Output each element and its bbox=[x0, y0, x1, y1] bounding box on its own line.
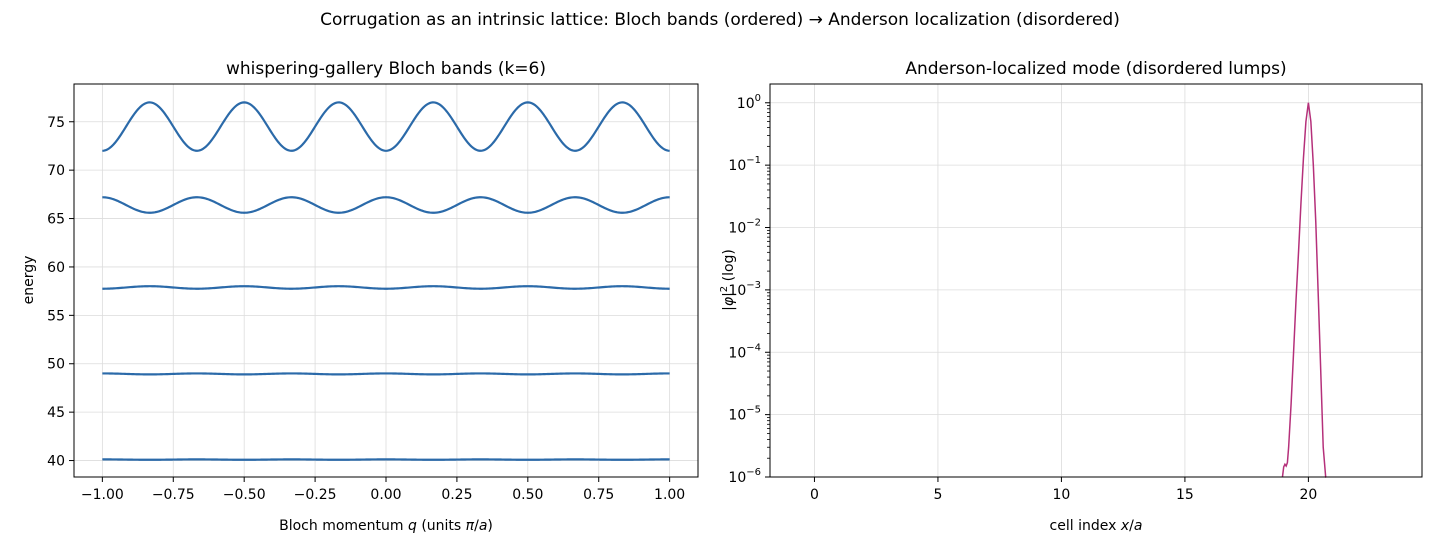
left-y-tick-label: 70 bbox=[47, 163, 65, 179]
right-y-tick-label: 10−2 bbox=[728, 218, 761, 237]
right-x-tick-label: 10 bbox=[1053, 487, 1071, 503]
left-y-tick-label: 45 bbox=[47, 405, 65, 421]
band-line-5 bbox=[102, 101, 670, 152]
right-y-tick-label: 10−3 bbox=[728, 280, 761, 299]
left-band-lines bbox=[102, 101, 670, 461]
right-mode-lines bbox=[1281, 102, 1327, 478]
left-x-tick-label: 0.25 bbox=[441, 487, 472, 503]
left-x-tick-label: 0.50 bbox=[512, 487, 543, 503]
left-x-tick-label: 0.75 bbox=[583, 487, 614, 503]
left-x-tick-label: −0.25 bbox=[294, 487, 337, 503]
right-x-tick-label: 20 bbox=[1299, 487, 1317, 503]
band-line-3 bbox=[102, 285, 670, 290]
right-panel-title: Anderson-localized mode (disordered lump… bbox=[905, 59, 1286, 79]
left-y-tick-label: 55 bbox=[47, 308, 65, 324]
right-y-tick-label: 10−1 bbox=[728, 155, 761, 174]
left-x-axis-label: Bloch momentum q (units π/a) bbox=[279, 518, 493, 534]
band-line-2 bbox=[102, 372, 670, 376]
left-y-tick-label: 40 bbox=[47, 454, 65, 470]
right-y-tick-label: 100 bbox=[737, 93, 761, 112]
left-y-tick-label: 50 bbox=[47, 357, 65, 373]
left-grid bbox=[74, 84, 698, 477]
anderson-mode-panel: Anderson-localized mode (disordered lump… bbox=[719, 59, 1423, 534]
right-axes-frame bbox=[769, 83, 1423, 478]
band-line-4 bbox=[102, 196, 670, 214]
left-x-tick-label: 1.00 bbox=[654, 487, 685, 503]
right-x-tick-label: 15 bbox=[1176, 487, 1194, 503]
bloch-bands-panel: whispering-gallery Bloch bands (k=6) −1.… bbox=[21, 59, 699, 534]
right-y-tick-label: 10−5 bbox=[728, 405, 761, 424]
right-x-tick-label: 0 bbox=[810, 487, 819, 503]
right-x-tick-label: 5 bbox=[933, 487, 942, 503]
left-y-tick-label: 65 bbox=[47, 212, 65, 228]
left-y-tick-label: 60 bbox=[47, 260, 65, 276]
left-x-tick-label: −0.50 bbox=[223, 487, 266, 503]
left-x-tick-label: −1.00 bbox=[81, 487, 124, 503]
left-ticks: −1.00 −0.75 −0.50 −0.25 0.00 0.25 0.50 0.75 1.00… bbox=[47, 115, 685, 503]
left-panel-title: whispering-gallery Bloch bands (k=6) bbox=[226, 59, 546, 79]
right-ticks: 0 5 10 15 20 10−6 10−5 10−4 10−3 10−2 10−1 100 bbox=[728, 93, 1317, 503]
left-x-tick-label: −0.75 bbox=[152, 487, 195, 503]
right-y-tick-label: 10−6 bbox=[728, 467, 761, 486]
right-x-axis-label: cell index x/a bbox=[1050, 518, 1143, 534]
right-grid bbox=[770, 84, 1422, 477]
mode-intensity-line bbox=[1281, 102, 1327, 478]
left-y-tick-label: 75 bbox=[47, 115, 65, 131]
figure-suptitle: Corrugation as an intrinsic lattice: Blo… bbox=[320, 10, 1120, 30]
left-x-tick-label: 0.00 bbox=[370, 487, 401, 503]
right-y-axis-label: |φ|2 (log) bbox=[719, 249, 737, 311]
right-y-tick-label: 10−4 bbox=[728, 342, 761, 361]
left-y-axis-label: energy bbox=[21, 256, 37, 305]
